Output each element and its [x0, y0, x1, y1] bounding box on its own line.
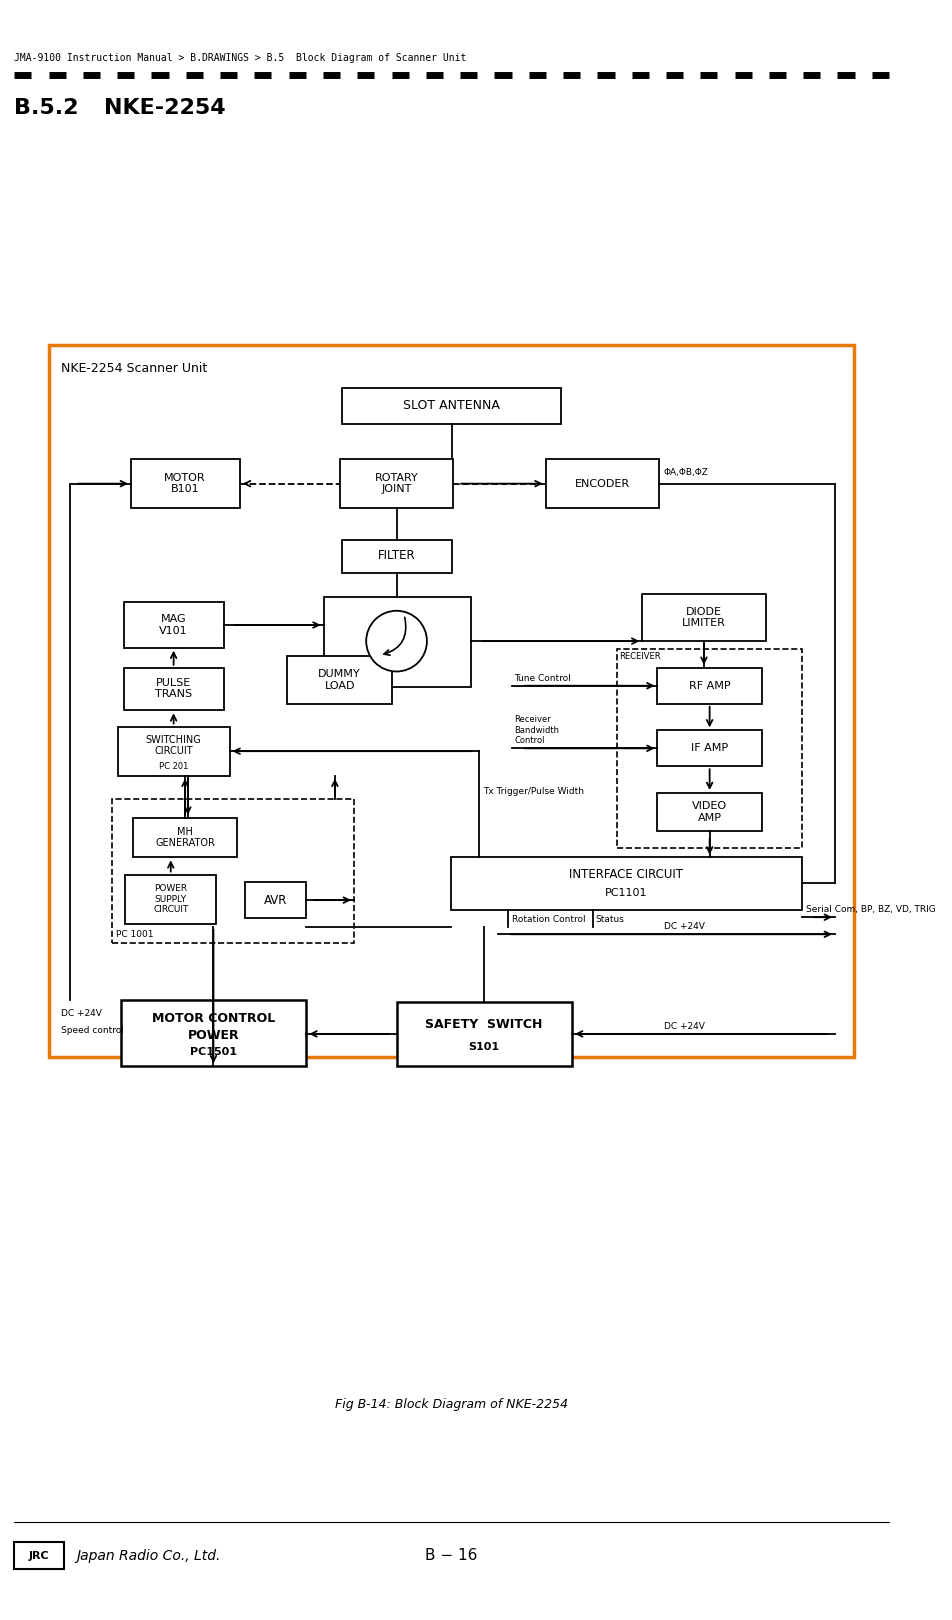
- Text: RF AMP: RF AMP: [689, 680, 730, 690]
- Text: JRC: JRC: [29, 1550, 50, 1560]
- Text: MH
GENERATOR: MH GENERATOR: [155, 826, 215, 849]
- Text: Fig B-14: Block Diagram of NKE-2254: Fig B-14: Block Diagram of NKE-2254: [335, 1398, 568, 1411]
- Text: PC1501: PC1501: [190, 1047, 237, 1056]
- Bar: [450, 857, 802, 909]
- Text: AVR: AVR: [264, 894, 287, 907]
- Text: Receiver
Bandwidth
Control: Receiver Bandwidth Control: [514, 714, 559, 745]
- Text: NKE-2254 Scanner Unit: NKE-2254 Scanner Unit: [61, 363, 207, 376]
- Text: B.5.2: B.5.2: [14, 99, 79, 118]
- Text: SLOT ANTENNA: SLOT ANTENNA: [403, 400, 500, 413]
- Bar: [245, 883, 307, 919]
- Text: NKE-2254: NKE-2254: [105, 99, 226, 118]
- Bar: [122, 1000, 307, 1066]
- Text: ΦA,ΦB,ΦZ: ΦA,ΦB,ΦZ: [664, 468, 708, 476]
- Text: Rotation Control: Rotation Control: [512, 915, 585, 923]
- Bar: [14, 1542, 64, 1568]
- Text: MAG
V101: MAG V101: [159, 614, 188, 635]
- Circle shape: [367, 611, 426, 671]
- Text: Status: Status: [596, 915, 625, 923]
- Bar: [324, 596, 470, 687]
- Bar: [50, 345, 854, 1056]
- Bar: [118, 726, 229, 776]
- Text: PULSE
TRANS: PULSE TRANS: [155, 677, 192, 700]
- Bar: [343, 387, 561, 424]
- Bar: [126, 875, 216, 923]
- Text: Serial Com, BP, BZ, VD, TRIG: Serial Com, BP, BZ, VD, TRIG: [806, 906, 936, 914]
- Text: PC 1001: PC 1001: [116, 930, 153, 940]
- Text: PC1101: PC1101: [605, 888, 647, 897]
- Bar: [112, 799, 354, 943]
- Text: Japan Radio Co., Ltd.: Japan Radio Co., Ltd.: [76, 1549, 220, 1563]
- Bar: [658, 792, 762, 831]
- Text: IF AMP: IF AMP: [691, 744, 728, 753]
- Text: ROTARY
JOINT: ROTARY JOINT: [375, 473, 419, 494]
- Text: S101: S101: [468, 1042, 500, 1051]
- Text: SAFETY  SWITCH: SAFETY SWITCH: [426, 1017, 543, 1030]
- Text: B − 16: B − 16: [426, 1549, 478, 1563]
- Text: JMA-9100 Instruction Manual > B.DRAWINGS > B.5  Block Diagram of Scanner Unit: JMA-9100 Instruction Manual > B.DRAWINGS…: [14, 53, 466, 63]
- Text: Speed control: Speed control: [61, 1027, 124, 1035]
- Text: VIDEO
AMP: VIDEO AMP: [692, 802, 727, 823]
- Text: ENCODER: ENCODER: [575, 478, 630, 489]
- Bar: [658, 667, 762, 703]
- Text: PC 201: PC 201: [159, 761, 188, 771]
- Bar: [617, 648, 802, 847]
- Text: INTERFACE CIRCUIT: INTERFACE CIRCUIT: [569, 868, 684, 881]
- Bar: [288, 656, 392, 703]
- Bar: [658, 731, 762, 766]
- Text: DC +24V: DC +24V: [664, 1022, 705, 1030]
- Bar: [343, 539, 451, 573]
- Text: SWITCHING
CIRCUIT: SWITCHING CIRCUIT: [146, 735, 202, 757]
- Text: DIODE
LIMITER: DIODE LIMITER: [682, 606, 725, 629]
- Bar: [133, 818, 237, 857]
- Text: DUMMY
LOAD: DUMMY LOAD: [318, 669, 361, 690]
- Bar: [340, 458, 453, 509]
- Text: DC +24V: DC +24V: [61, 1009, 102, 1019]
- Text: POWER: POWER: [188, 1029, 239, 1042]
- Text: DC +24V: DC +24V: [664, 922, 705, 932]
- Text: RECEIVER: RECEIVER: [620, 651, 661, 661]
- Bar: [545, 458, 660, 509]
- Text: Tune Control: Tune Control: [514, 674, 571, 684]
- Bar: [125, 667, 224, 711]
- Text: MOTOR CONTROL: MOTOR CONTROL: [151, 1012, 275, 1025]
- Text: MOTOR
B101: MOTOR B101: [164, 473, 206, 494]
- Text: Tx Trigger/Pulse Width: Tx Trigger/Pulse Width: [483, 787, 584, 795]
- Bar: [125, 603, 224, 648]
- Bar: [397, 1001, 572, 1066]
- Text: FILTER: FILTER: [378, 549, 415, 562]
- Bar: [643, 593, 765, 642]
- Bar: [131, 458, 240, 509]
- Text: POWER
SUPPLY
CIRCUIT: POWER SUPPLY CIRCUIT: [153, 885, 188, 914]
